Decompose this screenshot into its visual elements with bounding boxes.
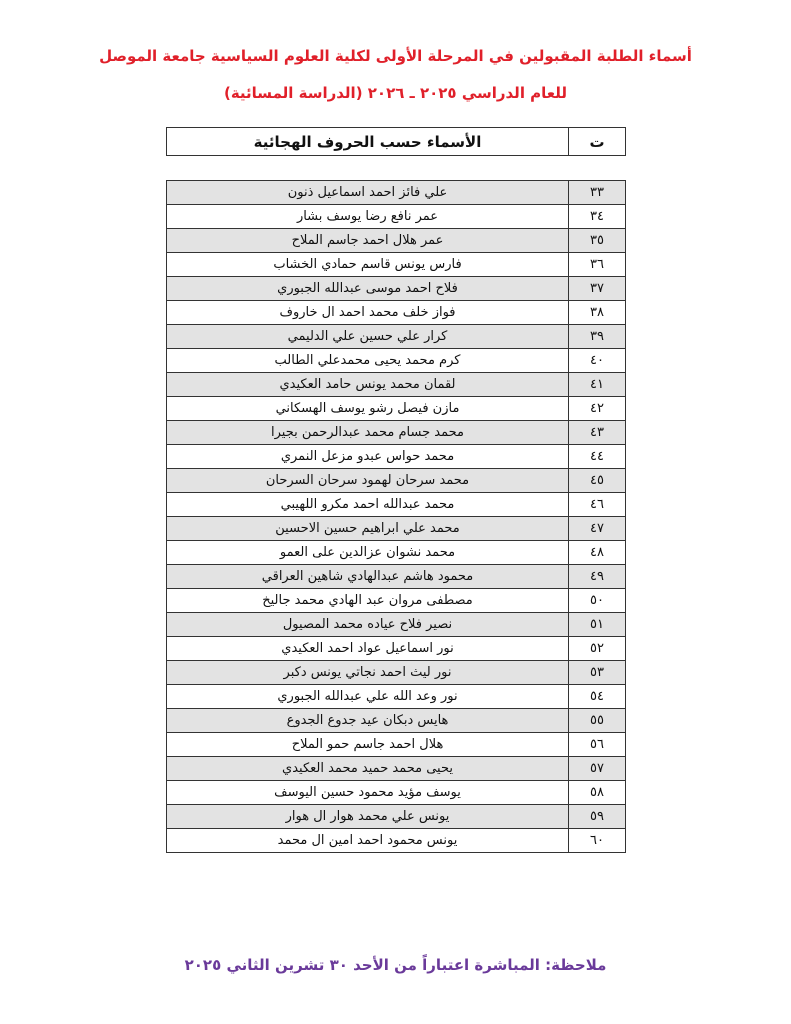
number-cell: ٥٦ <box>568 732 626 757</box>
table-row: ٤٧ محمد علي ابراهيم حسين الاحسين <box>166 516 626 541</box>
table-row: ٤٩ محمود هاشم عبدالهادي شاهين العراقي <box>166 564 626 589</box>
footer-note: ملاحظة: المباشرة اعتباراً من الأحد ٣٠ تش… <box>184 956 607 974</box>
table-row: ٥٠ مصطفى مروان عبد الهادي محمد جاليخ <box>166 588 626 613</box>
name-cell: يونس علي محمد هوار ال هوار <box>166 804 569 829</box>
table-row: ٥٦ هلال احمد جاسم حمو الملاح <box>166 732 626 757</box>
table-row: ٥١ نصير فلاح عياده محمد المصيول <box>166 612 626 637</box>
table-row: ٤٢ مازن فيصل رشو يوسف الهسكاني <box>166 396 626 421</box>
table-row: ٣٨ فواز خلف محمد احمد ال خاروف <box>166 300 626 325</box>
document-title: أسماء الطلبة المقبولين في المرحلة الأولى… <box>99 47 692 65</box>
number-cell: ٤٢ <box>568 396 626 421</box>
name-cell: عمر هلال احمد جاسم الملاح <box>166 228 569 253</box>
table-row: ٤٠ كرم محمد يحيى محمدعلي الطالب <box>166 348 626 373</box>
number-cell: ٣٤ <box>568 204 626 229</box>
number-cell: ٣٨ <box>568 300 626 325</box>
table-row: ٥٣ نور ليث احمد نجاتي يونس دكبر <box>166 660 626 685</box>
number-cell: ٥٤ <box>568 684 626 709</box>
name-cell: مازن فيصل رشو يوسف الهسكاني <box>166 396 569 421</box>
name-cell: محمود هاشم عبدالهادي شاهين العراقي <box>166 564 569 589</box>
number-cell: ٥٣ <box>568 660 626 685</box>
name-cell: محمد حواس عبدو مزعل النمري <box>166 444 569 469</box>
name-cell: نور وعد الله علي عبدالله الجبوري <box>166 684 569 709</box>
number-cell: ٣٦ <box>568 252 626 277</box>
table-row: ٤١ لقمان محمد يونس حامد العكيدي <box>166 372 626 397</box>
column-header-names: الأسماء حسب الحروف الهجائية <box>166 127 569 156</box>
table-row: ٥٩ يونس علي محمد هوار ال هوار <box>166 804 626 829</box>
table-row: ٣٥ عمر هلال احمد جاسم الملاح <box>166 228 626 253</box>
number-cell: ٥١ <box>568 612 626 637</box>
number-cell: ٣٧ <box>568 276 626 301</box>
name-cell: نصير فلاح عياده محمد المصيول <box>166 612 569 637</box>
number-cell: ٤٥ <box>568 468 626 493</box>
name-cell: عمر نافع رضا يوسف بشار <box>166 204 569 229</box>
name-cell: هلال احمد جاسم حمو الملاح <box>166 732 569 757</box>
table-row: ٣٩ كرار علي حسين علي الدليمي <box>166 324 626 349</box>
number-cell: ٥٧ <box>568 756 626 781</box>
number-cell: ٥٠ <box>568 588 626 613</box>
name-cell: محمد عبدالله احمد مكرو اللهيبي <box>166 492 569 517</box>
table-row: ٣٣ علي فائز احمد اسماعيل ذنون <box>166 180 626 205</box>
name-cell: كرار علي حسين علي الدليمي <box>166 324 569 349</box>
number-cell: ٥٥ <box>568 708 626 733</box>
name-cell: يونس محمود احمد امين ال محمد <box>166 828 569 853</box>
table-row: ٤٣ محمد جسام محمد عبدالرحمن بجيرا <box>166 420 626 445</box>
name-cell: لقمان محمد يونس حامد العكيدي <box>166 372 569 397</box>
number-cell: ٥٩ <box>568 804 626 829</box>
number-cell: ٤٧ <box>568 516 626 541</box>
name-cell: محمد نشوان عزالدين على العمو <box>166 540 569 565</box>
column-header-number: ت <box>568 127 626 156</box>
table-row: ٣٧ فلاح احمد موسى عبدالله الجبوري <box>166 276 626 301</box>
header-row: ت الأسماء حسب الحروف الهجائية <box>166 127 626 156</box>
table-row: ٣٦ فارس يونس قاسم حمادي الخشاب <box>166 252 626 277</box>
number-cell: ٥٨ <box>568 780 626 805</box>
table-row: ٤٨ محمد نشوان عزالدين على العمو <box>166 540 626 565</box>
name-cell: كرم محمد يحيى محمدعلي الطالب <box>166 348 569 373</box>
table-row: ٤٤ محمد حواس عبدو مزعل النمري <box>166 444 626 469</box>
name-cell: هايس دبكان عيد جدوع الجدوع <box>166 708 569 733</box>
name-cell: محمد علي ابراهيم حسين الاحسين <box>166 516 569 541</box>
name-cell: نور اسماعيل عواد احمد العكيدي <box>166 636 569 661</box>
number-cell: ٤٨ <box>568 540 626 565</box>
number-cell: ٣٥ <box>568 228 626 253</box>
table-row: ٣٤ عمر نافع رضا يوسف بشار <box>166 204 626 229</box>
table-header: ت الأسماء حسب الحروف الهجائية <box>166 127 626 156</box>
name-cell: يحيى محمد حميد محمد العكيدي <box>166 756 569 781</box>
document-subtitle: للعام الدراسي ٢٠٢٥ ـ ٢٠٢٦ (الدراسة المسا… <box>223 84 568 102</box>
name-cell: فلاح احمد موسى عبدالله الجبوري <box>166 276 569 301</box>
name-cell: فواز خلف محمد احمد ال خاروف <box>166 300 569 325</box>
number-cell: ٤٠ <box>568 348 626 373</box>
number-cell: ٤٩ <box>568 564 626 589</box>
number-cell: ٥٢ <box>568 636 626 661</box>
name-cell: علي فائز احمد اسماعيل ذنون <box>166 180 569 205</box>
students-table: ٣٣ علي فائز احمد اسماعيل ذنون ٣٤ عمر نافع ر… <box>166 180 626 853</box>
number-cell: ٣٩ <box>568 324 626 349</box>
table-row: ٥٧ يحيى محمد حميد محمد العكيدي <box>166 756 626 781</box>
table-row: ٥٢ نور اسماعيل عواد احمد العكيدي <box>166 636 626 661</box>
name-cell: نور ليث احمد نجاتي يونس دكبر <box>166 660 569 685</box>
name-cell: محمد جسام محمد عبدالرحمن بجيرا <box>166 420 569 445</box>
number-cell: ٦٠ <box>568 828 626 853</box>
number-cell: ٣٣ <box>568 180 626 205</box>
name-cell: يوسف مؤيد محمود حسين اليوسف <box>166 780 569 805</box>
number-cell: ٤٣ <box>568 420 626 445</box>
table-row: ٥٨ يوسف مؤيد محمود حسين اليوسف <box>166 780 626 805</box>
name-cell: محمد سرحان لهمود سرحان السرحان <box>166 468 569 493</box>
number-cell: ٤٤ <box>568 444 626 469</box>
number-cell: ٤٦ <box>568 492 626 517</box>
name-cell: فارس يونس قاسم حمادي الخشاب <box>166 252 569 277</box>
name-cell: مصطفى مروان عبد الهادي محمد جاليخ <box>166 588 569 613</box>
table-row: ٤٦ محمد عبدالله احمد مكرو اللهيبي <box>166 492 626 517</box>
table-row: ٥٥ هايس دبكان عيد جدوع الجدوع <box>166 708 626 733</box>
table-row: ٥٤ نور وعد الله علي عبدالله الجبوري <box>166 684 626 709</box>
table-row: ٤٥ محمد سرحان لهمود سرحان السرحان <box>166 468 626 493</box>
table-row: ٦٠ يونس محمود احمد امين ال محمد <box>166 828 626 853</box>
number-cell: ٤١ <box>568 372 626 397</box>
